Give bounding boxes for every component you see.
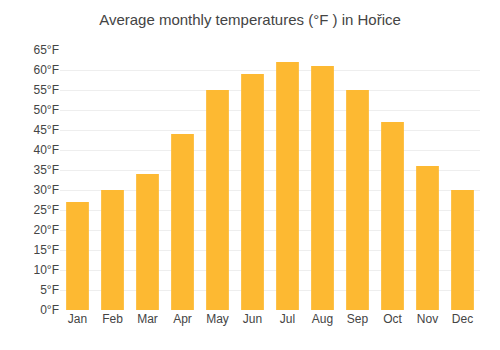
svg-text:30°F: 30°F (34, 183, 59, 197)
svg-text:50°F: 50°F (34, 103, 59, 117)
svg-text:Jun: Jun (243, 312, 262, 326)
svg-text:Dec: Dec (452, 312, 473, 326)
svg-text:0°F: 0°F (40, 303, 59, 317)
svg-text:45°F: 45°F (34, 123, 59, 137)
svg-text:65°F: 65°F (34, 43, 59, 57)
svg-text:55°F: 55°F (34, 83, 59, 97)
svg-text:35°F: 35°F (34, 163, 59, 177)
svg-text:40°F: 40°F (34, 143, 59, 157)
svg-text:Average monthly temperatures (: Average monthly temperatures (°F ) in Ho… (99, 11, 401, 28)
svg-text:25°F: 25°F (34, 203, 59, 217)
svg-text:Jul: Jul (280, 312, 295, 326)
svg-text:Feb: Feb (102, 312, 123, 326)
svg-text:Apr: Apr (173, 312, 192, 326)
svg-text:10°F: 10°F (34, 263, 59, 277)
svg-text:Mar: Mar (137, 312, 158, 326)
svg-text:Jan: Jan (68, 312, 87, 326)
svg-text:15°F: 15°F (34, 243, 59, 257)
svg-text:Nov: Nov (417, 312, 438, 326)
svg-text:Sep: Sep (347, 312, 369, 326)
svg-text:Oct: Oct (383, 312, 402, 326)
svg-text:May: May (206, 312, 229, 326)
svg-text:Aug: Aug (312, 312, 333, 326)
svg-text:60°F: 60°F (34, 63, 59, 77)
svg-text:5°F: 5°F (40, 283, 59, 297)
svg-text:20°F: 20°F (34, 223, 59, 237)
